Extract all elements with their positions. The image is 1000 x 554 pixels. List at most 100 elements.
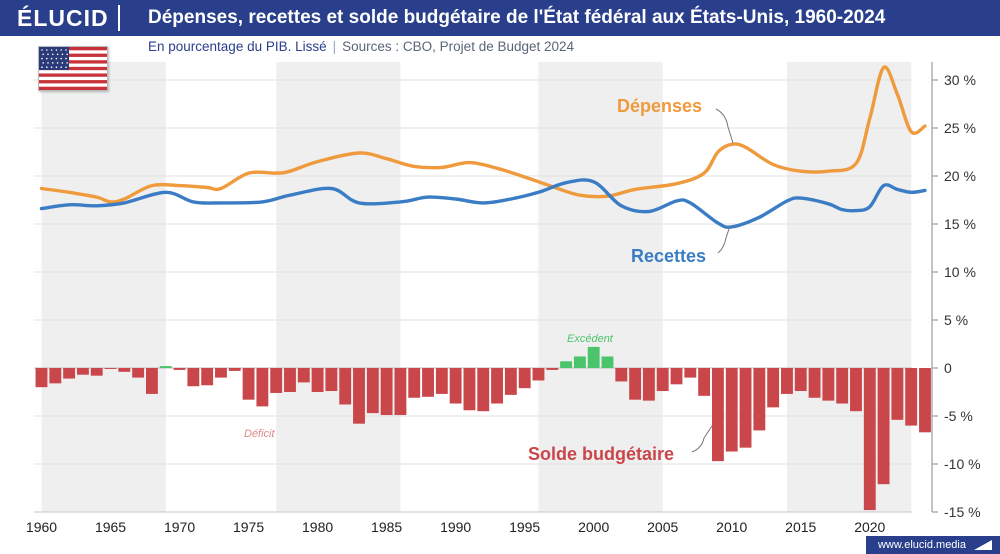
y-tick-label: -10 % (944, 456, 981, 472)
depenses-point (869, 118, 871, 120)
solde-leader (691, 425, 713, 453)
solde-bar (132, 368, 145, 378)
recettes-point (869, 206, 871, 208)
flag-star (65, 66, 67, 68)
y-tick-label: -5 % (944, 408, 973, 424)
solde-bar (905, 368, 918, 426)
recettes-point (924, 190, 926, 192)
depenses-point (275, 172, 277, 174)
x-tick-label: 2010 (716, 519, 747, 535)
recettes-point (565, 182, 567, 184)
recettes-point (910, 192, 912, 194)
flag-stripe (39, 73, 107, 77)
solde-bar (587, 346, 600, 368)
elucid-mark-icon (974, 540, 992, 550)
solde-bar (767, 368, 780, 408)
x-tick-label: 2020 (854, 519, 885, 535)
recettes-point (289, 194, 291, 196)
flag-star (46, 57, 48, 60)
solde-bar (187, 368, 200, 387)
background-bands (41, 62, 912, 512)
solde-bar (242, 368, 255, 400)
depenses-point (703, 172, 705, 174)
solde-bar (325, 368, 338, 392)
x-tick-label: 1970 (164, 519, 195, 535)
flag-star (47, 62, 49, 64)
depenses-point (386, 158, 388, 160)
depenses-point (731, 144, 733, 146)
depenses-point (413, 166, 415, 168)
recettes-point (786, 200, 788, 202)
solde-bar (642, 368, 655, 401)
y-tick-label: 30 % (944, 72, 976, 88)
solde-bar (656, 368, 669, 392)
solde-bar (118, 368, 131, 372)
solde-bar (297, 368, 310, 383)
depenses-leader (715, 108, 734, 144)
annotation-labels: Dépenses Recettes Solde budgétaire Excédent… (244, 96, 706, 464)
recettes-point (731, 226, 733, 228)
recettes-point (68, 204, 70, 206)
depenses-point (68, 192, 70, 194)
depenses-point (441, 167, 443, 169)
solde-bar (698, 368, 711, 396)
solde-bar (339, 368, 352, 405)
depenses-line (39, 65, 927, 204)
solde-bar (863, 368, 876, 511)
recettes-point (455, 198, 457, 200)
depenses-point (317, 161, 319, 163)
recettes-point (717, 222, 719, 224)
flag-star (56, 53, 59, 56)
flag-star (41, 66, 43, 68)
solde-bar (146, 368, 158, 394)
flag-star (42, 53, 44, 56)
x-tick-label: 1985 (371, 519, 402, 535)
solde-bar (504, 368, 517, 395)
y-tick-label: 25 % (944, 120, 976, 136)
solde-bar (284, 368, 296, 392)
flag-star (41, 49, 43, 51)
chart-subtitle: En pourcentage du PIB. Lissé | Sources : C… (148, 38, 574, 56)
flag-star (52, 53, 54, 56)
subtitle-separator: | (332, 39, 337, 54)
depenses-point (124, 198, 126, 200)
recettes-point (759, 217, 761, 219)
recettes-point (96, 205, 98, 207)
flag-star (41, 57, 43, 60)
credit-url[interactable]: www.elucid.media (865, 536, 1000, 554)
flag-star (47, 53, 49, 56)
solde-bar (670, 368, 683, 385)
depenses-point (910, 131, 912, 133)
solde-bar (173, 368, 186, 370)
solde-bar (256, 368, 269, 407)
background-band (276, 62, 401, 512)
x-tick-label: 2000 (578, 519, 609, 535)
chart-title: Dépenses, recettes et solde budgétaire d… (148, 7, 886, 28)
solde-bar (753, 368, 766, 431)
recettes-point (400, 201, 402, 203)
flag-star (52, 62, 54, 64)
flag-star (50, 66, 53, 68)
depenses-label: Dépenses (617, 96, 702, 116)
recettes-point (690, 202, 692, 204)
depenses-point (634, 189, 636, 191)
depenses-point (579, 194, 581, 196)
flag-star (66, 53, 68, 56)
flag-star (66, 62, 68, 64)
solde-bar (684, 368, 697, 378)
solde-bar (546, 368, 559, 370)
solde-label: Solde budgétaire (528, 444, 674, 464)
annotation-leaders (691, 108, 734, 453)
depenses-point (469, 162, 471, 164)
flag-star (55, 49, 58, 51)
solde-bar (463, 368, 476, 411)
flag-star (42, 62, 44, 64)
recettes-point (841, 209, 843, 211)
recettes-point (828, 203, 830, 205)
solde-bar (49, 368, 62, 384)
solde-bar (104, 368, 117, 369)
y-tick-label: -15 % (944, 504, 981, 520)
depenses-point (206, 187, 208, 189)
recettes-point (165, 192, 167, 194)
